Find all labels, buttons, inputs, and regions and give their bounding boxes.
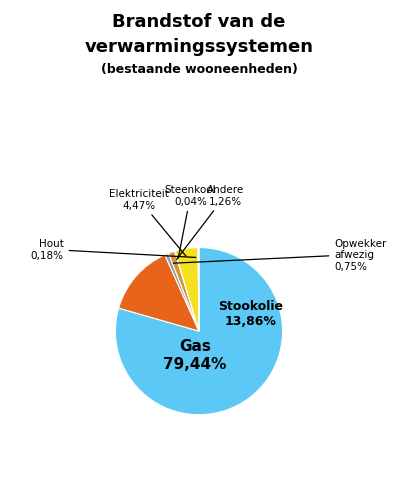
- Wedge shape: [198, 248, 199, 332]
- Text: Steenkool
0,04%: Steenkool 0,04%: [165, 185, 217, 259]
- Text: (bestaande wooneenheden): (bestaande wooneenheden): [101, 63, 297, 76]
- Text: Brandstof van de: Brandstof van de: [112, 13, 286, 31]
- Wedge shape: [175, 248, 199, 332]
- Text: Opwekker
afwezig
0,75%: Opwekker afwezig 0,75%: [173, 238, 387, 272]
- Text: Andere
1,26%: Andere 1,26%: [177, 185, 244, 260]
- Wedge shape: [175, 252, 199, 332]
- Text: verwarmingssystemen: verwarmingssystemen: [84, 38, 314, 56]
- Text: Gas
79,44%: Gas 79,44%: [163, 339, 226, 371]
- Text: Stookolie
13,86%: Stookolie 13,86%: [219, 299, 283, 327]
- Wedge shape: [168, 252, 199, 332]
- Wedge shape: [119, 256, 199, 332]
- Wedge shape: [115, 248, 283, 415]
- Text: Hout
0,18%: Hout 0,18%: [31, 239, 196, 261]
- Text: Elektriciteit
4,47%: Elektriciteit 4,47%: [109, 189, 186, 257]
- Wedge shape: [165, 254, 199, 332]
